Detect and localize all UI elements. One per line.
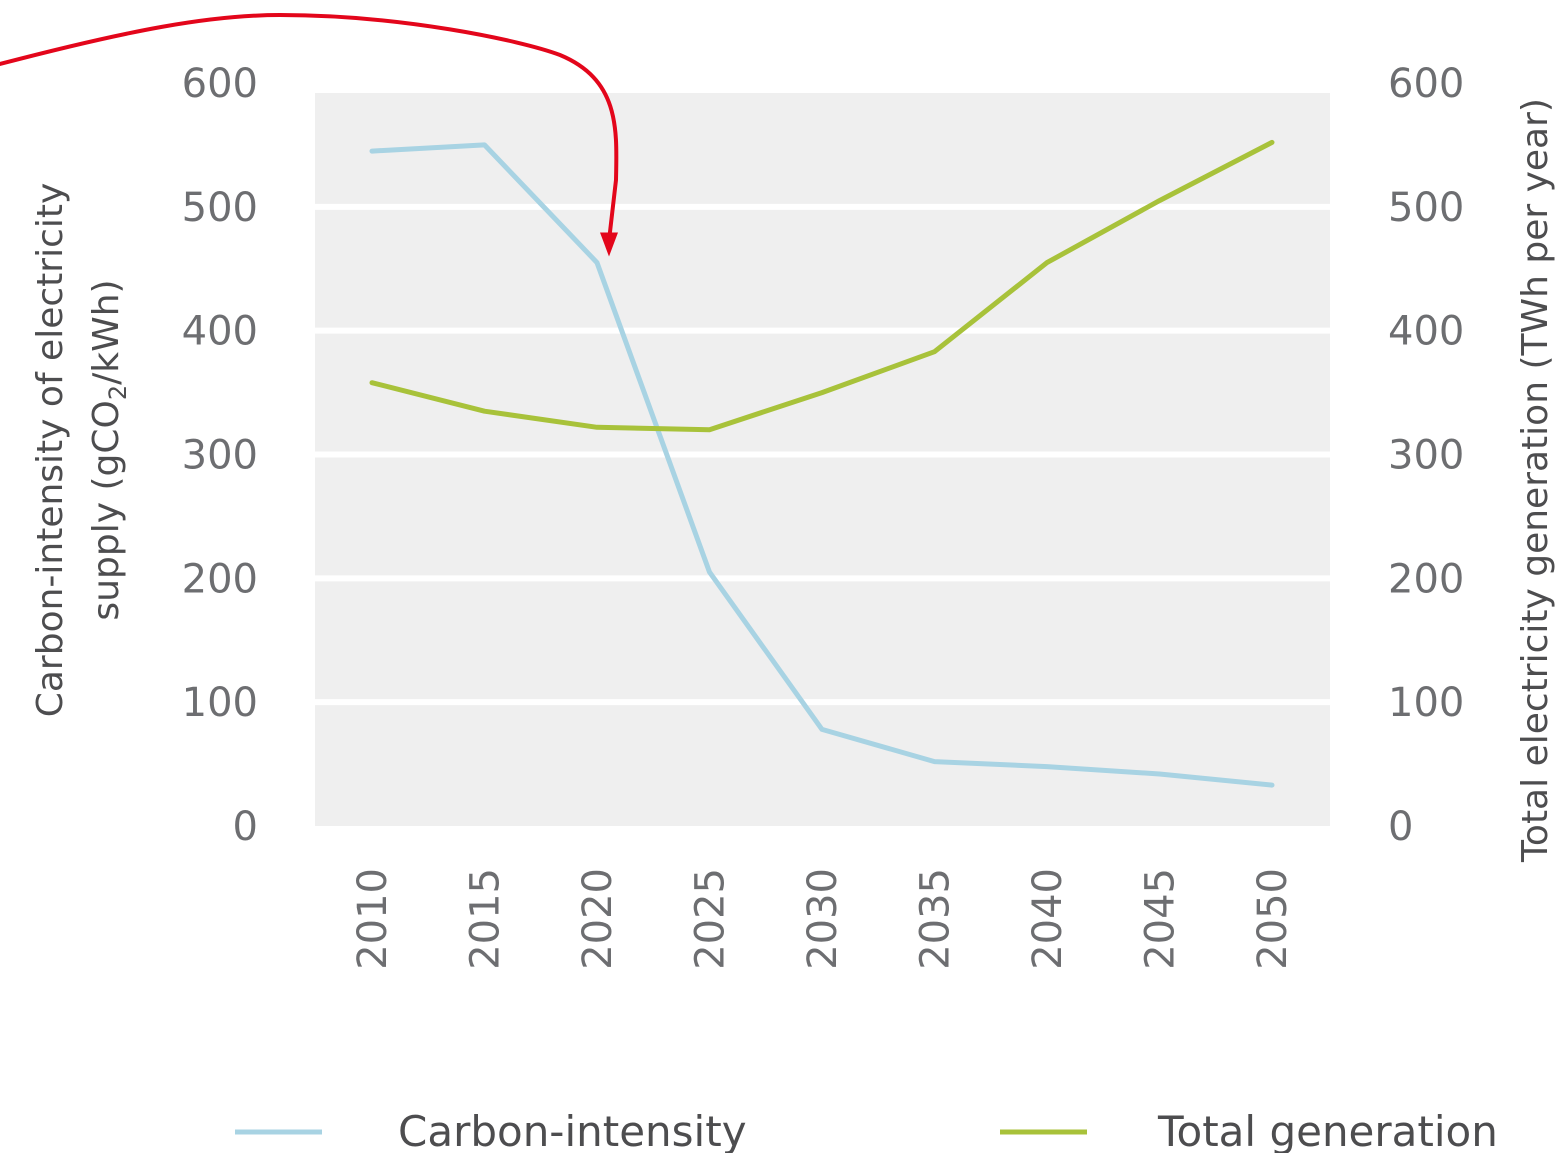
legend-label-carbon-intensity: Carbon-intensity (398, 1107, 747, 1153)
left-tick-label-500: 500 (182, 185, 258, 231)
legend-label-total-generation: Total generation (1157, 1107, 1498, 1153)
series-layer (369, 139, 1275, 788)
right-tick-label-100: 100 (1388, 680, 1464, 726)
plot-background (315, 93, 1330, 826)
left-tick-label-100: 100 (182, 680, 258, 726)
annotation-arrow (0, 12, 619, 257)
right-tick-label-600: 600 (1388, 61, 1464, 107)
left-axis-title-part-b: /kWh) (86, 279, 127, 384)
right-tick-label-400: 400 (1388, 309, 1464, 355)
legend: Carbon-intensity Total generation (235, 1107, 1498, 1153)
series-line-total-generation (369, 139, 1275, 433)
left-axis-title-line-1: Carbon-intensity of electricity (30, 183, 71, 718)
left-tick-label-0: 0 (233, 804, 258, 850)
x-tick-label-2050: 2050 (1250, 868, 1296, 970)
series-line-carbon-intensity (369, 142, 1275, 788)
x-axis-ticks: 2010 2015 2020 2025 2030 2035 2040 2045 2050 (350, 868, 1296, 970)
left-axis-ticks: 0 100 200 300 400 500 600 (182, 61, 258, 850)
left-axis-title-part-a: supply (gCO (86, 400, 127, 620)
gridlines (315, 203, 1330, 706)
left-axis-title-line-2: supply (gCO2/kWh) (86, 279, 132, 620)
right-tick-label-200: 200 (1388, 556, 1464, 602)
x-tick-label-2040: 2040 (1025, 868, 1071, 970)
x-tick-label-2015: 2015 (463, 868, 509, 970)
annotation-arrow-line (0, 12, 619, 243)
right-tick-label-300: 300 (1388, 433, 1464, 479)
right-axis-ticks: 0 100 200 300 400 500 600 (1388, 61, 1464, 850)
left-tick-label-600: 600 (182, 61, 258, 107)
left-axis-title: Carbon-intensity of electricity supply (… (30, 183, 132, 718)
x-tick-label-2045: 2045 (1138, 868, 1184, 970)
x-tick-label-2030: 2030 (800, 868, 846, 970)
left-tick-label-200: 200 (182, 556, 258, 602)
left-axis-title-subscript: 2 (104, 385, 132, 400)
right-axis-title: Total electricity generation (TWh per ye… (1515, 98, 1556, 863)
x-tick-label-2035: 2035 (913, 868, 959, 970)
right-tick-label-500: 500 (1388, 185, 1464, 231)
left-tick-label-300: 300 (182, 433, 258, 479)
x-tick-label-2025: 2025 (688, 868, 734, 970)
annotation-arrow-head (600, 232, 618, 257)
x-tick-label-2010: 2010 (350, 868, 396, 970)
right-tick-label-0: 0 (1388, 804, 1413, 850)
left-tick-label-400: 400 (182, 309, 258, 355)
x-tick-label-2020: 2020 (575, 868, 621, 970)
